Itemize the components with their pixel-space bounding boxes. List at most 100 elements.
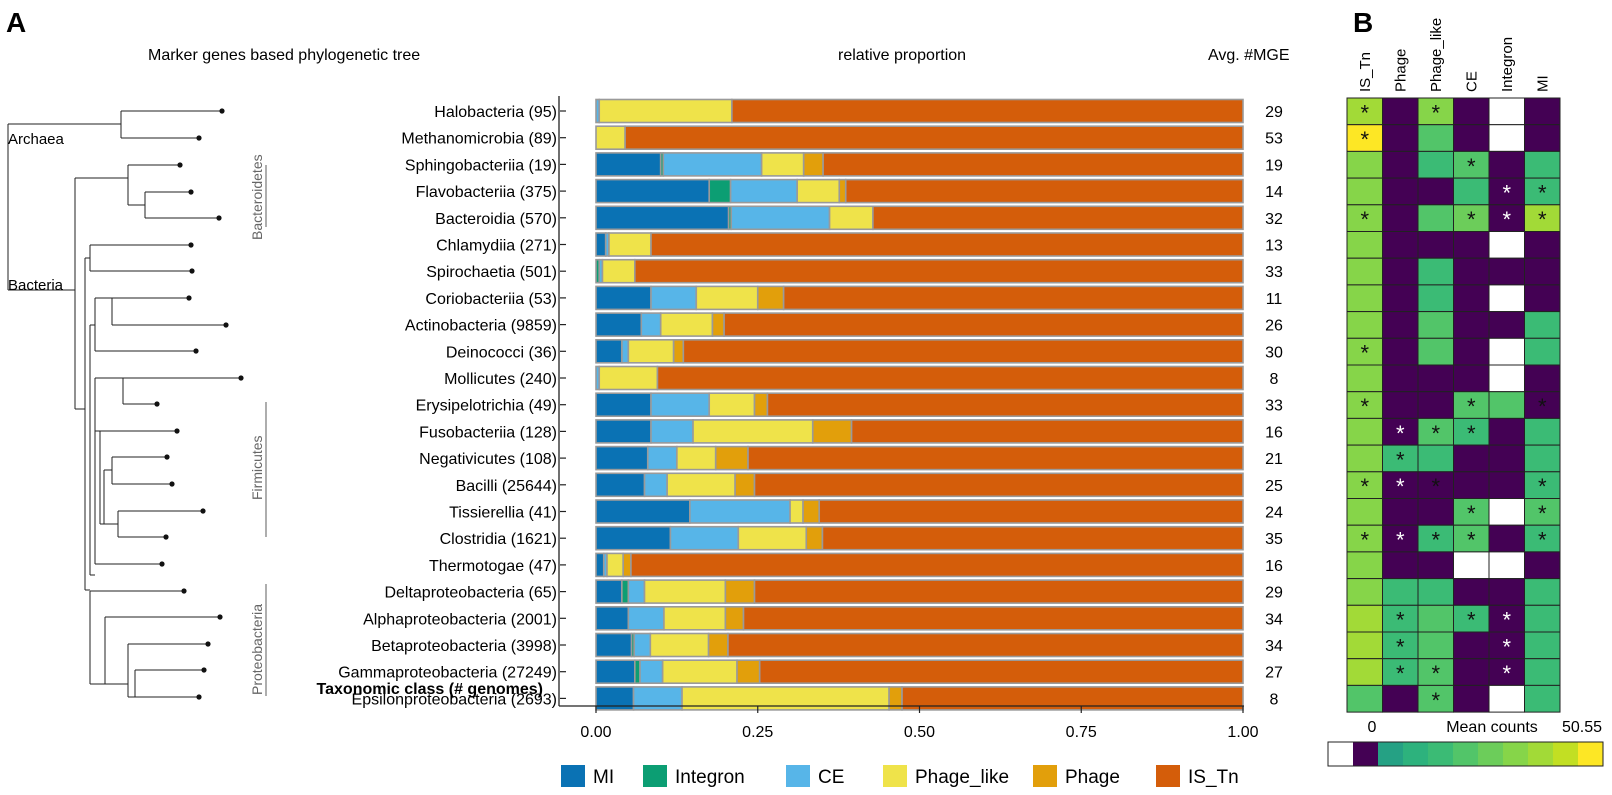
bar-segment-alphaproteobacteria-mi [595,605,630,631]
heatmap-cell-deltaproteobacteria-phage [1382,578,1419,606]
heatmap-cell-sphingobacteriia-integron [1488,150,1525,179]
legend-swatch-mi [561,765,585,787]
bar-segment-bacilli-mi [595,472,646,498]
tree-tip [201,667,207,673]
heatmap-cell-mollicutes-is_tn [1346,364,1383,393]
heatmap-cell-betaproteobacteria-phage [1382,631,1419,660]
bar-segment-alphaproteobacteria-phage_like [663,605,727,631]
heatmap-cell-coriobacteriia-ce [1453,284,1490,313]
class-label-deltaproteobacteria: Deltaproteobacteria (65) [384,585,557,602]
bar-segment-bacteroidia-is_tn [872,205,1244,231]
heatmap-cell-bacteroidia-mi [1524,204,1561,233]
bar-segment-betaproteobacteria-ce [633,632,652,658]
class-label-deinococci: Deinococci (36) [446,344,557,361]
heatmap-cell-chlamydiia-integron [1488,231,1525,259]
bar-segment-fusobacteriia-phage_like [692,419,814,444]
heatmap-cell-actinobacteria-integron [1488,311,1525,339]
bar-segment-alphaproteobacteria-is_tn [742,605,1244,631]
color-scale-step [1403,742,1429,766]
significance-star: * [1360,100,1369,125]
x-tick-label: 0.50 [904,724,935,741]
heatmap-cell-chlamydiia-phage [1382,231,1419,259]
heatmap-cell-epsilonproteobacteria-is_tn [1346,684,1383,713]
heatmap-cell-mollicutes-integron [1488,364,1525,393]
bar-segment-coriobacteriia-phage_like [695,285,759,311]
heatmap-cell-tissierellia-is_tn [1346,498,1383,526]
significance-star: * [1467,421,1476,446]
avg-mge-value: 33 [1265,398,1283,415]
bar-segment-negativicutes-mi [595,445,649,471]
class-label-thermotogae: Thermotogae (47) [429,558,557,575]
significance-star: * [1502,207,1511,232]
bar-segment-gammaproteobacteria-phage [736,659,761,685]
tree-tip [189,268,195,274]
significance-star: * [1396,474,1405,499]
legend-swatch-is_tn [1156,765,1180,787]
heatmap-cell-epsilonproteobacteria-integron [1488,684,1525,713]
heatmap-cell-deltaproteobacteria-is_tn [1346,578,1383,606]
heatmap-cell-bacilli-integron [1488,471,1525,499]
heatmap-cell-deinococci-phage_like [1417,337,1454,366]
bar-segment-sphingobacteriia-is_tn [822,152,1244,177]
heatmap-cell-methanomicrobia-phage [1382,124,1419,152]
avg-mge-value: 8 [1270,371,1279,388]
heatmap: * **** ** * * *** * ** * *** * * ** ** * * * ** * ** ** * ** [1346,97,1561,713]
heatmap-cell-coriobacteriia-phage [1382,284,1419,313]
heatmap-cell-mollicutes-mi [1524,364,1561,393]
significance-star: * [1396,528,1405,553]
bar-segment-thermotogae-phage [622,552,632,578]
heatmap-column-labels: IS_Tn Phage Phage_like CE Integron MI [1357,18,1552,92]
bar-segment-betaproteobacteria-phage_like [649,632,710,658]
heatmap-cell-mollicutes-ce [1453,364,1490,393]
bar-segment-negativicutes-is_tn [747,445,1244,471]
significance-star: * [1360,528,1369,553]
heatmap-cell-negativicutes-integron [1488,444,1525,473]
heatmap-cell-mollicutes-phage_like [1417,364,1454,393]
heatmap-cell-negativicutes-is_tn [1346,444,1383,473]
bar-segment-chlamydiia-is_tn [650,232,1244,257]
bar-segment-actinobacteria-phage_like [659,312,714,337]
bar-segment-negativicutes-phage [714,445,749,471]
class-label-bacilli: Bacilli (25644) [456,478,557,495]
x-tick-label: 0.25 [742,724,773,741]
tree-tip [174,428,180,434]
group-label-proteobacteria: Proteobacteria [249,604,265,695]
legend-label-integron: Integron [675,767,745,788]
heatmap-cell-chlamydiia-is_tn [1346,231,1383,259]
heatmap-cell-coriobacteriia-mi [1524,284,1561,313]
bar-segment-fusobacteriia-is_tn [850,419,1244,444]
scale-min-label: 0 [1368,719,1377,736]
bar-segment-negativicutes-phage_like [676,445,717,471]
heatmap-cell-bacilli-ce [1453,471,1490,499]
significance-star: * [1360,394,1369,419]
clade-label-archaea: Archaea [8,131,65,148]
bar-segment-spirochaetia-phage_like [601,258,636,284]
class-label-coriobacteriia: Coriobacteriia (53) [425,291,557,308]
heatmap-cell-clostridia-is_tn [1346,524,1383,553]
x-tick-label: 0.00 [580,724,611,741]
heatmap-cell-tissierellia-mi [1524,498,1561,526]
significance-star: * [1467,154,1476,179]
avg-mge-value: 25 [1265,478,1283,495]
heatmap-cell-flavobacteriia-ce [1453,177,1490,206]
class-labels: Halobacteria (95) Methanomicrobia (89) Sph… [338,104,566,708]
scale-title: Mean counts [1446,719,1538,736]
heatmap-cell-coriobacteriia-phage_like [1417,284,1454,313]
heatmap-cell-epsilonproteobacteria-mi [1524,684,1561,713]
bar-segment-betaproteobacteria-is_tn [727,632,1244,658]
legend-swatch-phage [1033,765,1057,787]
tree-tip [193,348,199,354]
avg-mge-value: 21 [1265,451,1283,468]
significance-star: * [1360,207,1369,232]
legend-swatch-phage_like [883,765,907,787]
significance-star: * [1360,341,1369,366]
tree-tip [238,375,244,381]
heatmap-cell-actinobacteria-mi [1524,311,1561,339]
color-scale-step [1378,742,1404,766]
bar-segment-coriobacteriia-ce [650,285,698,311]
heatmap-cell-actinobacteria-phage [1382,311,1419,339]
bar-segment-deltaproteobacteria-is_tn [753,579,1244,604]
heatmap-cell-methanomicrobia-ce [1453,124,1490,152]
bar-segment-actinobacteria-ce [640,312,662,337]
bar-segment-actinobacteria-is_tn [723,312,1244,337]
